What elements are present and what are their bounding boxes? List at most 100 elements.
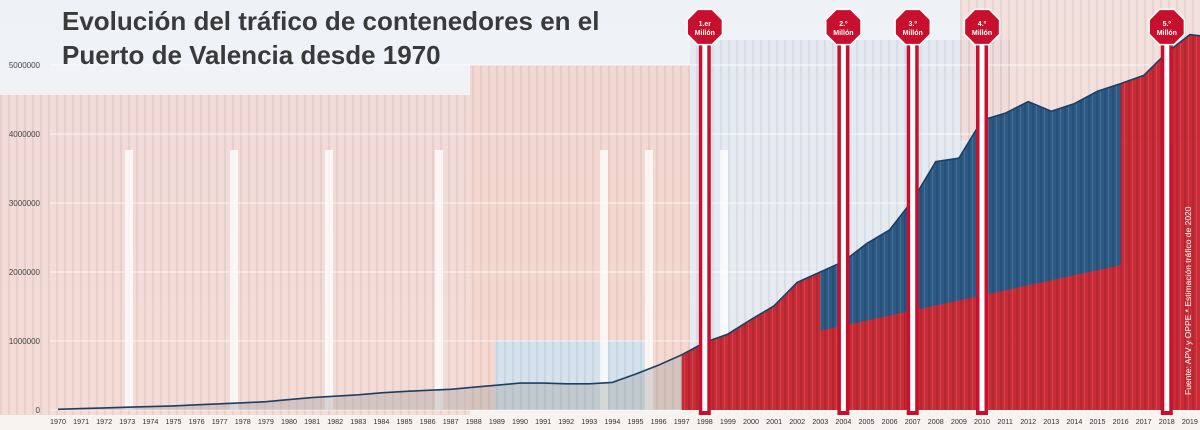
x-tick-label: 1987 <box>443 417 459 426</box>
x-tick-label: 1973 <box>119 417 135 426</box>
container-lock-bar <box>325 150 333 410</box>
milestone-badge <box>825 8 862 46</box>
x-tick-label: 1978 <box>235 417 251 426</box>
milestone-ordinal: 1.er <box>699 21 712 28</box>
milestone-badge <box>1148 8 1186 46</box>
x-tick-label: 1986 <box>420 417 436 426</box>
x-tick-label: 2007 <box>905 417 921 426</box>
milestone-bar-inner <box>840 44 846 411</box>
milestone-badge <box>963 8 1001 46</box>
x-tick-label: 2010 <box>974 417 990 426</box>
area-fills <box>57 33 1200 411</box>
x-tick-label: 2013 <box>1043 417 1059 426</box>
milestone-ordinal: 3.º <box>908 21 917 28</box>
milestone-ordinal: 2.º <box>839 21 848 28</box>
x-axis-ticks: 1970 1971 1972 1973 1974 1975 1976 1977 1978 1979… <box>50 417 1198 426</box>
x-tick-label: 2012 <box>1020 417 1036 426</box>
x-tick-label: 1970 <box>50 417 66 426</box>
x-tick-label: 1994 <box>604 417 620 426</box>
y-axis-ticks: 0 1000000 2000000 3000000 4000000 5000000 <box>9 61 41 415</box>
x-tick-label: 2002 <box>789 417 805 426</box>
x-tick-label: 1977 <box>212 417 228 426</box>
x-tick-label: 1982 <box>327 417 343 426</box>
x-tick-label: 1985 <box>397 417 413 426</box>
x-tick-label: 1975 <box>166 417 182 426</box>
x-tick-label: 2005 <box>859 417 875 426</box>
milestone-bar-inner <box>1164 44 1170 411</box>
x-tick-label: 1979 <box>258 417 274 426</box>
x-tick-label: 2003 <box>812 417 828 426</box>
x-tick-label: 1998 <box>697 417 713 426</box>
milestone-marker: 5.º Millón <box>1148 8 1186 415</box>
area-early-years <box>58 354 682 410</box>
series-line <box>57 33 1200 411</box>
container-lock-bar <box>645 150 653 410</box>
y-tick-label: 4000000 <box>9 130 41 139</box>
container-lock-bar <box>600 150 608 410</box>
x-tick-label: 2018 <box>1159 417 1175 426</box>
area-blue-ribs <box>820 83 1121 331</box>
milestone-marker: 2.º Millón <box>825 8 862 415</box>
x-tick-label: 1991 <box>535 417 551 426</box>
container-lock-bar <box>125 150 133 410</box>
x-tick-label: 1997 <box>674 417 690 426</box>
y-tick-label: 0 <box>36 406 41 415</box>
x-tick-label: 2009 <box>951 417 967 426</box>
x-tick-label: 1989 <box>489 417 505 426</box>
milestone-marker: 1.er Millón <box>686 8 724 415</box>
x-tick-label: 2004 <box>835 417 851 426</box>
milestone-ordinal: 4.º <box>978 21 987 28</box>
x-tick-label: 2016 <box>1113 417 1129 426</box>
x-tick-label: 1990 <box>512 417 528 426</box>
container-lock-bar <box>230 150 238 410</box>
x-tick-label: 1972 <box>96 417 112 426</box>
x-tick-label: 2015 <box>1090 417 1106 426</box>
x-tick-label: 2017 <box>1136 417 1152 426</box>
x-tick-label: 1980 <box>281 417 297 426</box>
container-lock-bar <box>720 150 728 410</box>
milestone-label: Millón <box>903 30 923 37</box>
x-tick-label: 1981 <box>304 417 320 426</box>
x-tick-label: 1992 <box>558 417 574 426</box>
x-tick-label: 1983 <box>350 417 366 426</box>
chart-title-line1: Evolución del tráfico de contenedores en… <box>62 6 599 36</box>
x-tick-label: 1996 <box>651 417 667 426</box>
milestone-marker: 3.º Millón <box>894 8 932 415</box>
x-tick-label: 1971 <box>73 417 89 426</box>
milestone-bar-inner <box>702 44 708 411</box>
x-tick-label: 2001 <box>766 417 782 426</box>
milestone-badge <box>894 8 932 46</box>
y-tick-label: 2000000 <box>9 268 41 277</box>
source-note: Fuente: APV y OPPE * Estimación tráfico … <box>1183 206 1193 395</box>
milestone-bar-inner <box>979 44 985 411</box>
x-tick-label: 1974 <box>142 417 158 426</box>
x-tick-label: 1993 <box>581 417 597 426</box>
x-tick-label: 2019 <box>1182 417 1198 426</box>
x-tick-label: 1984 <box>373 417 389 426</box>
x-tick-label: 1995 <box>628 417 644 426</box>
milestone-label: Millón <box>1157 30 1177 37</box>
chart-title-line2: Puerto de Valencia desde 1970 <box>62 40 441 70</box>
container-lock-bar <box>435 150 443 410</box>
y-tick-label: 1000000 <box>9 337 41 346</box>
milestone-bar-inner <box>910 44 916 411</box>
y-tick-label: 3000000 <box>9 199 41 208</box>
milestone-label: Millón <box>972 30 992 37</box>
container-ribs <box>495 340 645 410</box>
milestone-badge <box>686 8 724 46</box>
x-tick-label: 2014 <box>1066 417 1082 426</box>
x-tick-label: 2011 <box>997 417 1012 426</box>
x-tick-label: 1976 <box>189 417 205 426</box>
milestone-markers: 1.erMillón2.ºMillón3.ºMillón4.ºMillón5.º… <box>686 8 1186 415</box>
milestone-label: Millón <box>695 30 715 37</box>
x-tick-label: 2006 <box>882 417 898 426</box>
milestone-marker: 4.º Millón <box>963 8 1001 415</box>
x-tick-label: 1999 <box>720 417 736 426</box>
y-tick-label: 5000000 <box>9 61 41 70</box>
x-tick-label: 2008 <box>928 417 944 426</box>
milestone-ordinal: 5.º <box>1163 21 1172 28</box>
milestone-label: Millón <box>833 30 853 37</box>
x-tick-label: 1988 <box>466 417 482 426</box>
x-tick-label: 2000 <box>743 417 759 426</box>
